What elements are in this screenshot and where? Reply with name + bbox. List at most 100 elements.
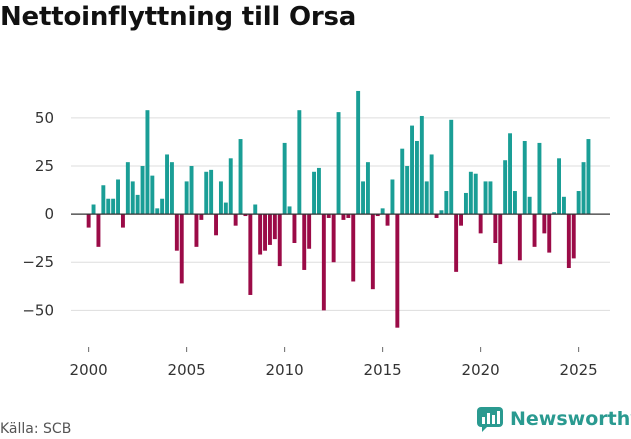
bar [390, 179, 395, 215]
bar [527, 196, 532, 215]
bar [101, 185, 106, 215]
brand-name: Newsworthy [510, 408, 631, 430]
bar [96, 214, 101, 247]
brand-logo[interactable]: Newsworthy [476, 406, 631, 432]
bar [125, 162, 130, 215]
bar [395, 214, 400, 328]
bar [488, 181, 493, 215]
bar [512, 191, 517, 215]
bar [439, 210, 444, 215]
x-tick-label: 2005 [168, 361, 206, 379]
y-tick-label: 50 [35, 109, 54, 127]
x-tick-label: 2020 [462, 361, 500, 379]
bar [307, 214, 312, 249]
bar [253, 204, 258, 215]
bar [365, 162, 370, 215]
bar [576, 191, 581, 215]
bars [86, 90, 591, 328]
bar [581, 162, 586, 215]
bar [223, 202, 228, 215]
bar [561, 196, 566, 215]
bar [361, 181, 365, 215]
bar [292, 214, 297, 243]
bar [419, 115, 424, 215]
bar [86, 214, 91, 228]
bar [331, 214, 336, 263]
bar [557, 158, 561, 215]
bar [566, 214, 571, 269]
y-tick-label: −50 [22, 301, 54, 319]
bar [444, 191, 449, 215]
chart-bars-icon [477, 407, 503, 432]
bar [483, 181, 488, 215]
bar [542, 214, 547, 234]
source-label: Källa: SCB [0, 421, 72, 437]
bar [155, 208, 160, 215]
bar [326, 214, 331, 218]
bar [424, 181, 429, 215]
bar [547, 214, 552, 253]
bar [385, 214, 390, 226]
bar [258, 214, 263, 255]
bar [434, 214, 439, 218]
bar [356, 90, 361, 215]
bar [478, 214, 483, 234]
y-axis-ticks: −50 −25 0 25 50 [22, 109, 54, 319]
bar [429, 154, 434, 215]
bar [189, 166, 194, 215]
bar [336, 112, 341, 215]
bar [459, 214, 463, 226]
bar [228, 158, 233, 215]
bar [160, 198, 165, 215]
bar [91, 204, 96, 215]
bar [586, 139, 591, 215]
bar [468, 171, 473, 215]
bar [238, 139, 243, 215]
bar [218, 181, 223, 215]
bar [517, 214, 522, 261]
y-tick-label: 25 [35, 157, 54, 175]
bar [400, 148, 405, 215]
bar [463, 192, 468, 215]
bar [174, 214, 179, 251]
chart-title: Nettoinflyttning till Orsa [0, 2, 357, 32]
bar [150, 175, 155, 215]
bar [493, 214, 498, 243]
bar [272, 214, 277, 240]
bar [454, 214, 459, 272]
bar [341, 214, 346, 220]
bar [130, 181, 135, 215]
bar [135, 194, 140, 215]
bar [184, 181, 189, 215]
bar [532, 214, 537, 247]
bar [267, 214, 272, 245]
bar [410, 125, 414, 215]
bar [116, 179, 120, 215]
bar [503, 160, 508, 215]
bar [233, 214, 238, 226]
bar [375, 214, 380, 217]
y-tick-label: 0 [44, 205, 54, 223]
bar [214, 214, 218, 236]
bar [120, 214, 125, 228]
bar [277, 214, 282, 267]
bar [145, 110, 150, 215]
bar [370, 214, 375, 290]
bar [316, 167, 321, 215]
x-tick-label: 2025 [560, 361, 598, 379]
bar [351, 214, 356, 282]
bar [243, 214, 248, 217]
bar [111, 198, 116, 215]
bar [321, 214, 326, 311]
bar [199, 214, 204, 220]
bar [498, 214, 503, 265]
bar [282, 142, 287, 215]
bar [571, 214, 576, 259]
bar [204, 171, 209, 215]
bar [297, 110, 302, 215]
y-tick-label: −25 [22, 253, 54, 271]
bar [508, 133, 512, 215]
bar [552, 212, 557, 215]
bar [169, 162, 174, 215]
bar [346, 214, 351, 218]
